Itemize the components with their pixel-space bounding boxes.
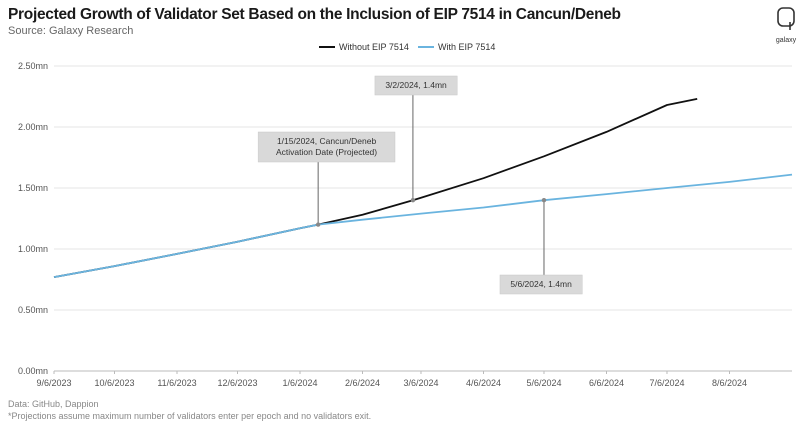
chart-title: Projected Growth of Validator Set Based … xyxy=(8,6,621,23)
line-chart: 0.00mn 0.50mn 1.00mn 1.50mn 2.00mn 2.50mn 9/6/… xyxy=(18,42,793,388)
annotation-box xyxy=(257,131,396,163)
annotation-label: 1/15/2024, Cancun/Deneb xyxy=(277,136,377,146)
y-tick-label: 0.50mn xyxy=(18,305,48,315)
y-tick-label: 0.00mn xyxy=(18,366,48,376)
x-tick-label: 3/6/2024 xyxy=(403,378,438,388)
x-tick-label: 9/6/2023 xyxy=(36,378,71,388)
annotation-label: Activation Date (Projected) xyxy=(276,147,377,157)
y-tick-label: 2.00mn xyxy=(18,122,48,132)
x-tick-label: 5/6/2024 xyxy=(526,378,561,388)
y-tick-label: 2.50mn xyxy=(18,61,48,71)
footnote-projection-note: *Projections assume maximum number of va… xyxy=(8,411,372,421)
annotation-label: 3/2/2024, 1.4mn xyxy=(385,80,447,90)
x-tick-label: 8/6/2024 xyxy=(712,378,747,388)
x-tick-label: 6/6/2024 xyxy=(589,378,624,388)
x-tick-label: 4/6/2024 xyxy=(466,378,501,388)
logo-mark-icon xyxy=(777,7,795,27)
x-tick-label: 1/6/2024 xyxy=(282,378,317,388)
annotation-label: 5/6/2024, 1.4mn xyxy=(510,279,572,289)
x-tick-label: 10/6/2023 xyxy=(94,378,134,388)
y-tick-label: 1.50mn xyxy=(18,183,48,193)
annotation-box xyxy=(499,274,583,295)
x-tick-label: 11/6/2023 xyxy=(157,378,196,388)
series-line-with-eip7514 xyxy=(53,173,793,278)
y-tick-label: 1.00mn xyxy=(18,244,48,254)
x-tick-label: 12/6/2023 xyxy=(217,378,257,388)
galaxy-logo: galaxy xyxy=(776,7,797,44)
x-tick-label: 2/6/2024 xyxy=(345,378,380,388)
x-tick-label: 7/6/2024 xyxy=(649,378,684,388)
legend-label: Without EIP 7514 xyxy=(339,42,409,52)
annotation-point xyxy=(541,198,547,203)
annotation-box xyxy=(374,75,458,96)
footnote-data-source: Data: GitHub, Dappion xyxy=(8,399,99,409)
legend-label: With EIP 7514 xyxy=(438,42,495,52)
logo-label: galaxy xyxy=(776,37,797,44)
annotation-point xyxy=(315,222,321,227)
annotation-point xyxy=(410,198,416,203)
chart-source: Source: Galaxy Research xyxy=(8,25,134,37)
